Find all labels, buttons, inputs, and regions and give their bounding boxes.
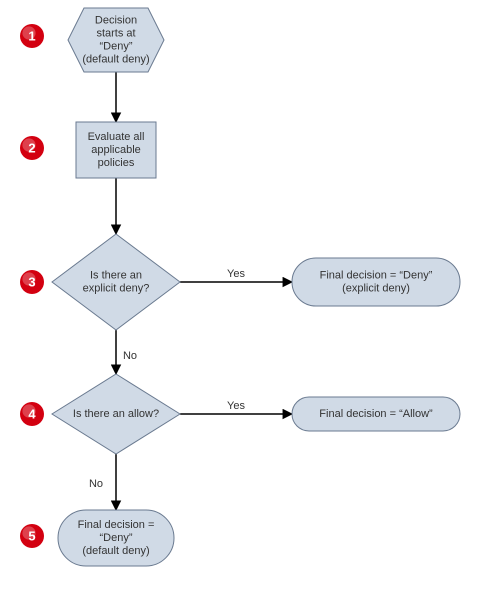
node-text: (default deny) [82, 545, 149, 557]
flowchart-canvas: YesNoYesNoDecisionstarts at“Deny”(defaul… [0, 0, 502, 592]
step-badge: 4 [20, 402, 44, 426]
node-text: (explicit deny) [342, 282, 410, 294]
node-n3: Is there anexplicit deny? [52, 234, 180, 330]
edge-label: Yes [227, 268, 245, 280]
edge-label: No [89, 478, 103, 490]
node-text: Final decision = “Deny” [320, 269, 433, 281]
node-text: starts at [96, 27, 135, 39]
node-text: explicit deny? [83, 282, 150, 294]
edge-label: No [123, 350, 137, 362]
badge-number: 1 [28, 28, 35, 43]
node-n4: Is there an allow? [52, 374, 180, 454]
node-n5: Final decision =“Deny”(default deny) [58, 510, 174, 566]
badge-number: 5 [28, 528, 35, 543]
step-badge: 2 [20, 136, 44, 160]
node-text: “Deny” [99, 532, 132, 544]
badge-number: 4 [28, 406, 36, 421]
node-text: Decision [95, 14, 137, 26]
node-text: applicable [91, 144, 141, 156]
node-text: (default deny) [82, 53, 149, 65]
node-text: Final decision = “Allow” [319, 408, 433, 420]
node-text: policies [98, 157, 135, 169]
node-text: Evaluate all [88, 131, 145, 143]
node-n6: Final decision = “Deny”(explicit deny) [292, 258, 460, 306]
node-text: Is there an allow? [73, 408, 159, 420]
node-text: Final decision = [78, 519, 155, 531]
node-n7: Final decision = “Allow” [292, 397, 460, 431]
edge-label: Yes [227, 400, 245, 412]
node-text: “Deny” [99, 40, 132, 52]
badge-number: 3 [28, 274, 35, 289]
node-text: Is there an [90, 269, 142, 281]
node-n2: Evaluate allapplicablepolicies [76, 122, 156, 178]
step-badge: 1 [20, 24, 44, 48]
step-badge: 5 [20, 524, 44, 548]
step-badge: 3 [20, 270, 44, 294]
badge-number: 2 [28, 140, 35, 155]
node-n1: Decisionstarts at“Deny”(default deny) [68, 8, 164, 72]
